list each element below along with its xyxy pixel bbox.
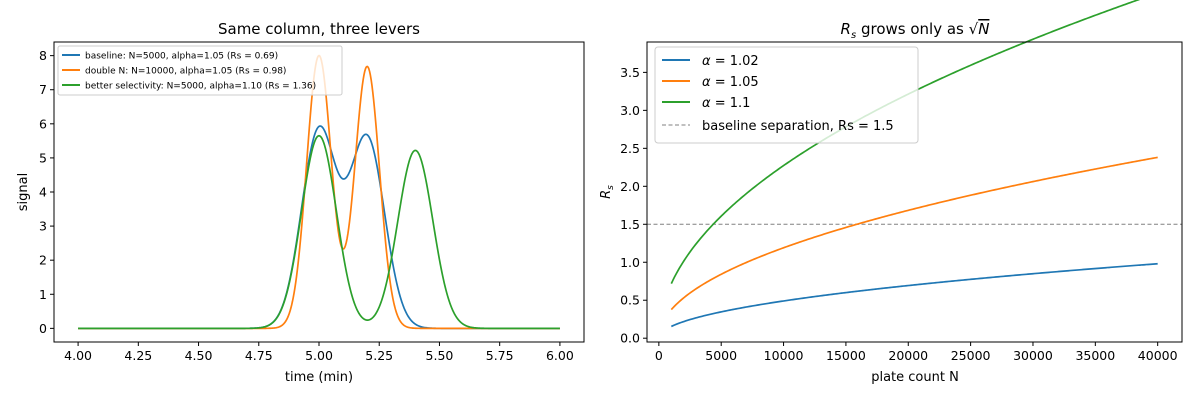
chart-left-ytick-label: 3 [39, 219, 47, 234]
chart-left-xtick-label: 5.50 [426, 348, 454, 363]
series-double-n [78, 54, 560, 330]
legend-label-double-n: double N: N=10000, alpha=1.05 (Rs = 0.98… [85, 67, 286, 77]
legend-label-baseline: baseline: N=5000, alpha=1.05 (Rs = 0.69) [85, 52, 278, 62]
chart-right-title: Rs grows only as √N [841, 20, 990, 41]
chart-right-legend: α = 1.02 α = 1.05 α = 1.1 baseline separ… [654, 46, 919, 144]
chart-right-ytick-label: 2.5 [620, 141, 640, 156]
chart-left-xtick-label: 5.25 [365, 348, 393, 363]
legend-label-alpha-102: α = 1.02 [702, 54, 759, 69]
chart-right-legend-box [654, 46, 919, 144]
chart-left-ytick-label: 5 [39, 150, 47, 165]
legend-label-alpha-105: α = 1.05 [702, 75, 759, 90]
legend-label-better-selectivity: better selectivity: N=5000, alpha=1.10 (… [85, 82, 316, 92]
chart-right-xtick-label: 20000 [888, 348, 928, 363]
chart-left-xtick-label: 6.00 [546, 348, 574, 363]
chart-right-ytick-label: 3.5 [620, 65, 640, 80]
chart-left-legend-box [57, 45, 343, 96]
chart-right-xtick-label: 40000 [1138, 348, 1178, 363]
chart-left: Same column, three levers 4.00 4.25 4.50 4.… [16, 20, 585, 385]
series-baseline [78, 125, 560, 330]
chart-left-xlabel: time (min) [285, 370, 353, 385]
chart-right-ytick-label: 0.5 [620, 293, 640, 308]
chart-right-ytick-label: 1.0 [620, 255, 640, 270]
series-alpha-102 [670, 262, 1158, 328]
chart-left-ytick-label: 7 [39, 82, 47, 97]
series-better-selectivity [78, 134, 560, 330]
chart-left-ytick-label: 0 [39, 321, 47, 336]
chart-right-xlabel: plate count N [871, 370, 959, 385]
chart-left-xtick-label: 4.25 [124, 348, 152, 363]
chart-right: Rs grows only as √N 0 5000 10000 15000 20000… [599, 0, 1183, 385]
chart-left-xtick-label: 4.75 [245, 348, 273, 363]
series-alpha-105 [670, 156, 1158, 311]
chart-left-ytick-label: 4 [39, 185, 47, 200]
chart-left-xtick-label: 4.50 [185, 348, 213, 363]
chart-left-ytick-label: 8 [39, 48, 47, 63]
chart-left-xtick-label: 4.00 [64, 348, 92, 363]
chart-left-ytick-label: 1 [39, 287, 47, 302]
chart-right-ytick-label: 3.0 [620, 103, 640, 118]
chart-left-xtick-label: 5.00 [305, 348, 333, 363]
chart-left-ylabel: signal [16, 173, 31, 211]
chart-right-xtick-label: 0 [655, 348, 663, 363]
chart-left-title: Same column, three levers [218, 20, 420, 38]
chart-right-xtick-label: 5000 [705, 348, 737, 363]
legend-label-baseline-separation: baseline separation, Rs = 1.5 [702, 119, 894, 134]
chart-right-ytick-label: 2.0 [620, 179, 640, 194]
chart-right-xtick-label: 25000 [951, 348, 991, 363]
chart-right-xtick-label: 15000 [826, 348, 866, 363]
chart-left-legend: baseline: N=5000, alpha=1.05 (Rs = 0.69)… [57, 45, 343, 96]
chart-left-series [78, 54, 560, 330]
chart-right-xtick-label: 35000 [1075, 348, 1115, 363]
chart-left-ticks: 4.00 4.25 4.50 4.75 5.00 5.25 5.50 5.75 6.00 0 1 2 3… [39, 48, 574, 363]
chart-right-xtick-label: 30000 [1013, 348, 1053, 363]
legend-label-alpha-110: α = 1.1 [702, 96, 750, 111]
chart-right-ylabel: Rs [599, 185, 616, 199]
chart-left-ytick-label: 2 [39, 253, 47, 268]
chart-right-xtick-label: 10000 [764, 348, 804, 363]
chart-right-ytick-label: 1.5 [620, 217, 640, 232]
chart-left-ytick-label: 6 [39, 116, 47, 131]
chart-right-ticks: 0 5000 10000 15000 20000 25000 30000 35000 40000… [620, 65, 1178, 363]
chart-left-frame [53, 41, 585, 343]
chart-right-frame [646, 41, 1183, 343]
chart-right-ytick-label: 0.0 [620, 331, 640, 346]
chart-left-xtick-label: 5.75 [486, 348, 514, 363]
